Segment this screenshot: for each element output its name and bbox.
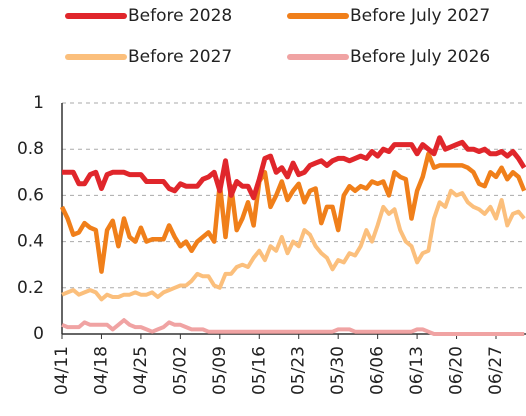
y-tick-label: 0.6 <box>17 185 44 205</box>
x-tick-label: 05/30 <box>328 346 348 395</box>
x-tick-label: 06/27 <box>486 346 506 395</box>
x-tick-label: 04/18 <box>91 346 111 395</box>
series-line <box>61 188 526 302</box>
y-tick-label: 0.8 <box>17 139 44 159</box>
x-tick-label: 05/16 <box>249 346 269 395</box>
x-tick-label: 06/13 <box>407 346 427 395</box>
legend-label: Before July 2027 <box>350 6 490 26</box>
x-tick-label: 05/23 <box>289 346 309 395</box>
y-tick-label: 0 <box>33 324 44 344</box>
x-tick-label: 04/25 <box>131 346 151 395</box>
legend-label: Before 2027 <box>128 47 232 67</box>
series-line <box>59 151 526 274</box>
x-tick-label: 06/06 <box>368 346 388 395</box>
series-line <box>61 318 525 336</box>
x-tick-label: 05/09 <box>210 346 230 395</box>
y-tick-label: 0.2 <box>17 278 44 298</box>
legend-label: Before 2028 <box>128 6 232 26</box>
x-tick-label: 05/02 <box>170 346 190 395</box>
series-line <box>62 135 526 201</box>
legend-label: Before July 2026 <box>350 47 490 67</box>
y-tick-label: 0.4 <box>17 232 44 252</box>
y-tick-label: 1 <box>33 93 44 113</box>
x-tick-label: 06/20 <box>447 346 467 395</box>
x-tick-label: 04/11 <box>52 346 72 395</box>
